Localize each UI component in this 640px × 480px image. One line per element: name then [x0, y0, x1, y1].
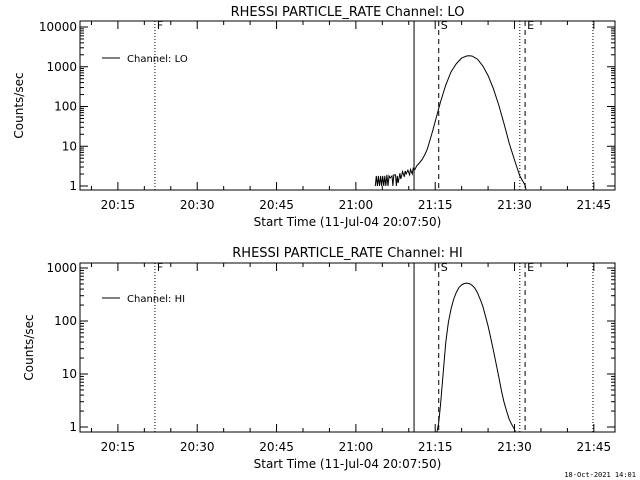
footer-timestamp: 18-Oct-2021 14:01 — [564, 471, 636, 479]
y-axis-label: Counts/sec — [22, 314, 36, 380]
x-axis-label: Start Time (11-Jul-04 20:07:50) — [254, 215, 442, 229]
chart-title: RHESSI PARTICLE_RATE Channel: HI — [232, 246, 462, 261]
x-axis-label: Start Time (11-Jul-04 20:07:50) — [254, 457, 442, 471]
x-tick-label: 21:00 — [339, 440, 374, 454]
marker-label: F — [157, 261, 163, 274]
x-tick-label: 20:30 — [180, 198, 215, 212]
marker-label: E — [527, 19, 534, 32]
chart-panel-2: RHESSI PARTICLE_RATE Channel: HI Counts/s… — [22, 246, 616, 471]
y-tick-label: 10 — [62, 367, 77, 381]
y-axis-label: Counts/sec — [12, 72, 26, 138]
marker-label: F — [157, 19, 163, 32]
x-tick-label: 21:45 — [577, 440, 612, 454]
x-tick-label: 20:15 — [101, 440, 136, 454]
x-tick-label: 20:45 — [259, 198, 294, 212]
x-tick-label: 20:30 — [180, 440, 215, 454]
data-series-line — [436, 282, 516, 433]
x-tick-label: 21:30 — [497, 198, 532, 212]
x-tick-label: 21:15 — [418, 440, 453, 454]
x-tick-label: 21:00 — [339, 198, 374, 212]
legend-label: Channel: HI — [127, 294, 185, 305]
y-tick-label: 10 — [62, 139, 77, 153]
x-tick-label: 21:45 — [577, 198, 612, 212]
plot-frame — [79, 262, 616, 433]
y-tick-label: 100 — [54, 100, 77, 114]
marker-label: S — [441, 19, 448, 32]
x-tick-label: 20:45 — [259, 440, 294, 454]
x-tick-label: 21:15 — [418, 198, 453, 212]
y-tick-label: 1000 — [46, 261, 77, 275]
marker-label: S — [441, 261, 448, 274]
y-tick-label: 1 — [69, 420, 77, 434]
y-tick-label: 10000 — [39, 20, 77, 34]
data-series-line — [374, 55, 527, 190]
plot-frame — [79, 20, 616, 191]
y-tick-label: 1 — [69, 179, 77, 193]
x-tick-label: 20:15 — [101, 198, 136, 212]
y-tick-label: 100 — [54, 314, 77, 328]
chart-panel-1: RHESSI PARTICLE_RATE Channel: LO Counts/s… — [12, 5, 616, 229]
marker-label: E — [527, 261, 534, 274]
y-tick-label: 1000 — [46, 60, 77, 74]
legend-label: Channel: LO — [127, 54, 188, 65]
chart-title: RHESSI PARTICLE_RATE Channel: LO — [231, 5, 465, 20]
x-tick-label: 21:30 — [497, 440, 532, 454]
